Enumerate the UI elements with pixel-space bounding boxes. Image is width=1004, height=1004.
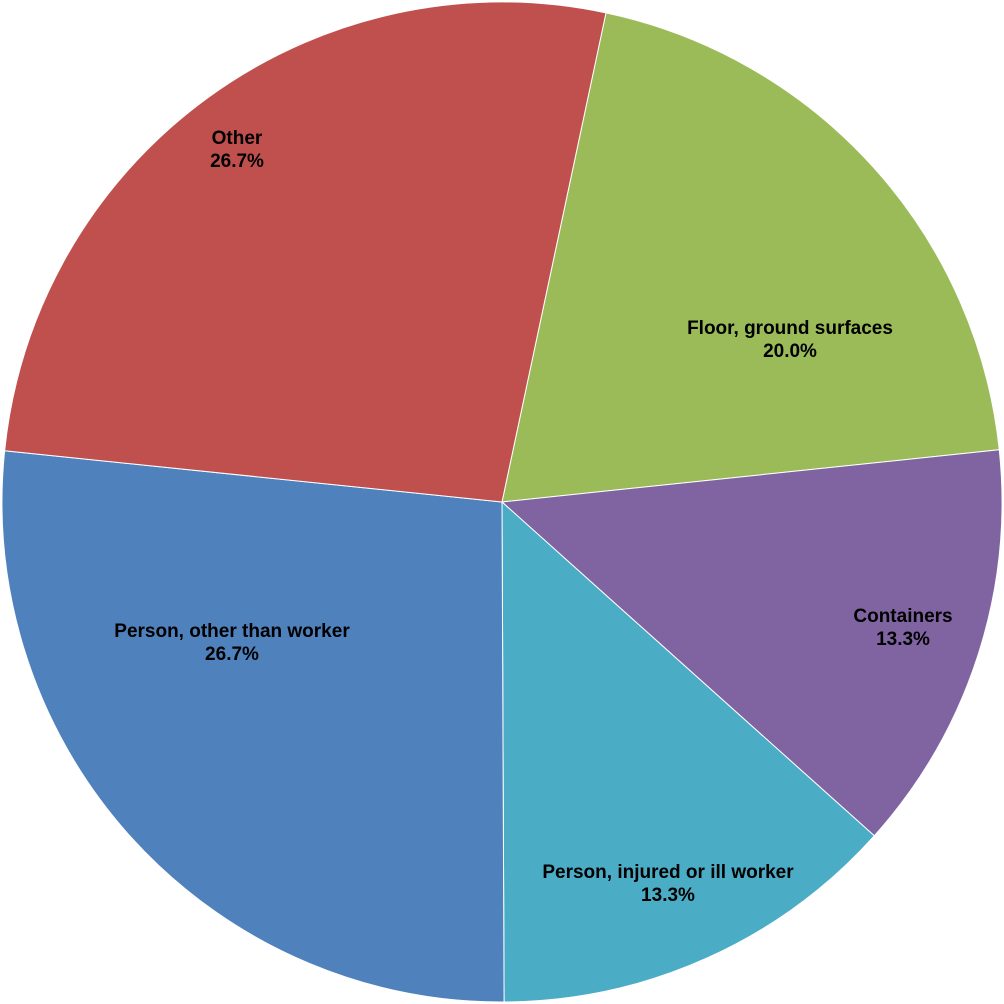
data-label: Person, injured or ill worker 13.3% [542,861,793,907]
data-label: Floor, ground surfaces 20.0% [687,317,893,363]
value-label: 20.0% [763,341,817,362]
data-label: Other 26.7% [210,127,264,173]
data-label: Containers 13.3% [853,605,952,651]
pie-slice [4,1,607,503]
value-label: 26.7% [210,151,264,172]
pie-slice [501,500,875,1003]
value-label: 26.7% [205,644,259,665]
pie-slice [501,12,1000,503]
data-label: Person, other than worker 26.7% [114,620,349,666]
category-label: Other [211,128,263,149]
value-label: 13.3% [641,885,695,906]
value-label: 13.3% [876,629,930,650]
category-label: Person, injured or ill worker [542,862,794,883]
category-label: Person, other than worker [114,621,350,642]
category-label: Containers [853,606,953,627]
pie-slice [500,449,1003,837]
category-label: Floor, ground surfaces [687,318,893,339]
pie-slice [1,450,505,1003]
